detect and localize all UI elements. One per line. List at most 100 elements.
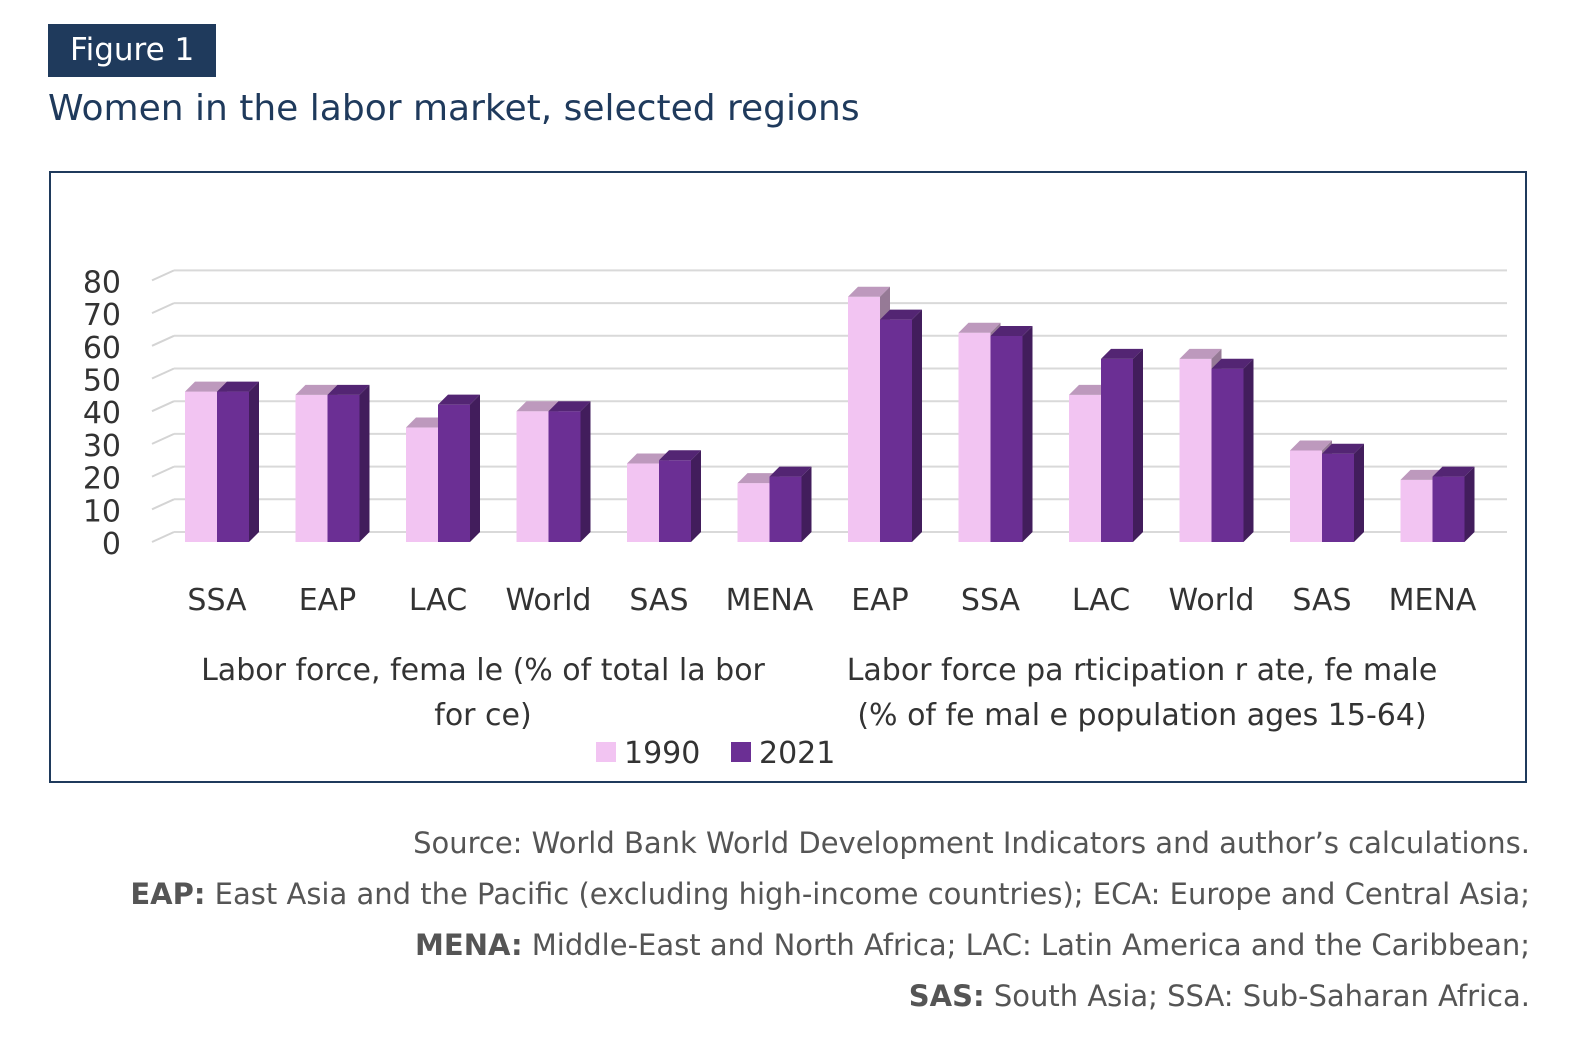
gridline-depth (151, 302, 175, 315)
gridline-depth (151, 498, 175, 511)
bar-2021-side (580, 401, 591, 542)
y-tick-label: 50 (83, 364, 121, 399)
bar-1990-top (1179, 348, 1222, 359)
gridline-depth (151, 334, 175, 347)
bar-2021-top (1101, 348, 1143, 359)
x-tick-label: World (506, 583, 592, 618)
bar-2021-side (691, 450, 701, 542)
y-tick-label: 80 (83, 265, 121, 300)
bar-1990-top (1069, 384, 1111, 395)
bar-2021-side (1022, 325, 1033, 542)
group-label-line2: (% of fe mal e population ages 15-64) (857, 698, 1426, 733)
y-tick-label: 30 (83, 429, 121, 464)
bar-2021 (548, 411, 581, 542)
bar-1990 (848, 296, 880, 542)
bar-1990 (958, 332, 991, 542)
bar-1990-top (627, 453, 669, 464)
bar-1990 (737, 483, 770, 542)
y-tick-label: 40 (83, 396, 121, 431)
bar-2021 (990, 335, 1023, 542)
bar-2021-top (880, 309, 922, 320)
x-tick-label: SSA (961, 583, 1021, 618)
x-tick-label: MENA (1389, 583, 1477, 618)
bar-2021-top (438, 394, 480, 405)
bar-2021-top (217, 381, 259, 392)
note-line-eap: EAP: East Asia and the Pacific (excludin… (130, 869, 1530, 920)
gridline-depth (151, 465, 175, 478)
bar-1990 (1179, 358, 1212, 542)
bar-2021 (1432, 476, 1465, 542)
note-key-eap: EAP: (130, 877, 206, 911)
bar-2021-side (801, 466, 812, 542)
bar-2021 (217, 391, 249, 542)
bar-1990-top (737, 473, 780, 484)
bar-2021 (659, 460, 691, 542)
gridline-depth (151, 367, 175, 380)
bar-1990 (516, 411, 549, 542)
y-tick-label: 60 (83, 331, 121, 366)
chart-title: Women in the labor market, selected regi… (48, 88, 860, 129)
bar-2021 (1211, 368, 1244, 542)
bar-1990 (1290, 450, 1322, 542)
bar-2021-top (1432, 466, 1475, 477)
y-tick-label: 20 (83, 462, 121, 497)
note-line-mena: MENA: Middle-East and North Africa; LAC:… (130, 920, 1530, 971)
chart-frame: 0 10 20 30 40 50 60 70 80 SSA EAP LAC World SAS MENA EA… (49, 171, 1527, 783)
bar-1990 (627, 463, 659, 542)
bar-2021-top (990, 325, 1033, 336)
bar-2021-top (769, 466, 812, 477)
bar-2021-side (912, 309, 922, 542)
bar-2021-top (548, 401, 591, 412)
bar-2021-side (249, 381, 259, 542)
x-tick-label: MENA (726, 583, 814, 618)
legend-label: 2021 (759, 736, 835, 771)
bar-2021 (438, 404, 470, 542)
note-text-sas: South Asia; SSA: Sub-Saharan Africa. (984, 979, 1530, 1013)
bar-2021-side (1354, 443, 1364, 542)
x-tick-label: SAS (629, 583, 688, 618)
bar-1990 (1069, 394, 1101, 542)
bar-1990 (295, 394, 328, 542)
legend-label: 1990 (624, 736, 700, 771)
bar-1990 (1400, 479, 1433, 542)
bar-2021-side (470, 394, 480, 542)
y-tick-label: 10 (83, 494, 121, 529)
bar-2021 (1101, 358, 1133, 542)
gridline-depth (151, 400, 175, 413)
chart-notes: Source: World Bank World Development Ind… (130, 818, 1530, 1022)
bar-1990 (406, 427, 438, 542)
bar-2021-top (1322, 443, 1364, 454)
group-label-line2: for ce) (434, 698, 531, 733)
x-tick-label: SAS (1292, 583, 1351, 618)
note-key-mena: MENA: (415, 928, 523, 962)
bar-1990-top (958, 322, 1001, 333)
bar-2021 (880, 319, 912, 542)
note-key-sas: SAS: (908, 979, 985, 1013)
bar-1990-top (848, 286, 890, 297)
figure-label: Figure 1 (48, 24, 217, 77)
y-tick-label: 0 (102, 527, 121, 562)
bar-2021 (327, 394, 360, 542)
bar-2021-side (359, 384, 370, 542)
bar-1990-top (406, 417, 448, 428)
group-label-line1: Labor force, fema le (% of total la bor (201, 653, 765, 688)
bar-2021-top (1211, 358, 1254, 369)
x-tick-label: World (1169, 583, 1255, 618)
legend-swatch (596, 742, 616, 762)
bar-2021-side (1133, 348, 1143, 542)
source-note: Source: World Bank World Development Ind… (413, 826, 1530, 860)
note-line-sas: SAS: South Asia; SSA: Sub-Saharan Africa… (130, 971, 1530, 1022)
note-text-eap: East Asia and the Pacific (excluding hig… (205, 877, 1530, 911)
bar-2021 (769, 476, 802, 542)
x-tick-label: LAC (1072, 583, 1130, 618)
bar-2021-top (659, 450, 701, 461)
gridline-depth (151, 432, 175, 445)
bar-1990-top (295, 384, 338, 395)
note-text-mena: Middle-East and North Africa; LAC: Latin… (522, 928, 1530, 962)
x-tick-label: LAC (409, 583, 467, 618)
bar-1990-top (185, 381, 227, 392)
bar-1990 (185, 391, 217, 542)
gridline-depth (151, 269, 175, 282)
x-tick-label: EAP (851, 583, 909, 618)
